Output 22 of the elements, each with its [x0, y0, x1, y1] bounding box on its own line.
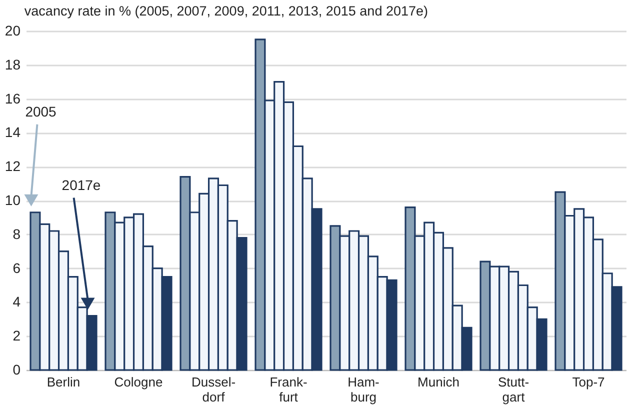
x-tick-label: Dussel- dorf: [191, 374, 236, 404]
y-tick-label: 6: [12, 260, 21, 276]
y-tick-label: 0: [12, 362, 21, 378]
x-tick-label: Stutt- gart: [498, 374, 530, 404]
annotation: 2005: [25, 103, 57, 120]
chart-title: vacancy rate in % (2005, 2007, 2009, 2011, 2013, 2015 and 2017e): [24, 4, 428, 18]
y-tick-label: 2: [12, 328, 21, 344]
x-tick-label: Munich: [418, 374, 460, 390]
x-tick-label: Berlin: [46, 374, 80, 390]
y-tick-label: 12: [4, 158, 21, 174]
y-tick-label: 20: [4, 22, 21, 38]
x-tick-label: Frank- furt: [270, 374, 308, 404]
y-tick-label: 16: [4, 90, 21, 106]
y-tick-label: 14: [4, 124, 21, 140]
y-tick-label: 10: [4, 192, 21, 208]
y-tick-label: 18: [4, 56, 21, 72]
x-tick-label: Cologne: [114, 374, 163, 390]
y-tick-label: 8: [12, 226, 21, 242]
x-tick-label: Ham- burg: [348, 374, 380, 404]
x-tick-label: Top-7: [572, 374, 605, 390]
y-tick-label: 4: [12, 294, 21, 310]
annotation: 2017e: [62, 176, 101, 193]
